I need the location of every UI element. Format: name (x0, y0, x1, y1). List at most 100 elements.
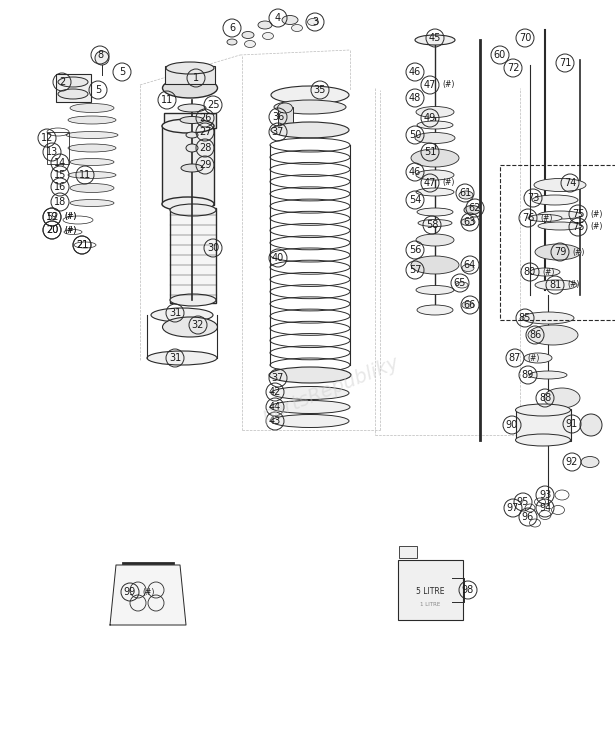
Text: 1: 1 (193, 73, 199, 83)
Ellipse shape (68, 144, 116, 152)
Text: 58: 58 (426, 220, 438, 230)
Ellipse shape (178, 104, 206, 112)
Bar (170, 208, 216, 302)
Ellipse shape (70, 183, 114, 193)
Ellipse shape (529, 371, 567, 379)
Ellipse shape (270, 401, 350, 414)
Text: 37: 37 (272, 127, 284, 137)
Ellipse shape (170, 294, 216, 306)
Text: 48: 48 (409, 93, 421, 103)
Ellipse shape (417, 208, 453, 216)
Text: 54: 54 (409, 195, 421, 205)
Ellipse shape (418, 220, 452, 226)
Text: 85: 85 (519, 313, 531, 323)
Ellipse shape (180, 117, 204, 123)
Ellipse shape (416, 286, 454, 295)
Text: 4: 4 (275, 13, 281, 23)
Text: (#): (#) (590, 223, 602, 232)
Text: 15: 15 (54, 170, 66, 180)
Ellipse shape (271, 387, 349, 399)
Ellipse shape (417, 121, 453, 129)
Ellipse shape (269, 367, 351, 383)
Bar (165, 66, 215, 84)
Text: 2: 2 (59, 77, 65, 87)
Text: 52: 52 (46, 212, 58, 222)
Ellipse shape (411, 149, 459, 167)
Ellipse shape (416, 188, 454, 196)
Text: 72: 72 (507, 63, 519, 73)
Text: 11: 11 (79, 170, 91, 180)
Ellipse shape (461, 219, 475, 226)
Text: 91: 91 (566, 419, 578, 429)
Text: 79: 79 (554, 247, 566, 257)
Ellipse shape (95, 51, 109, 65)
Bar (399, 546, 417, 558)
Text: 61: 61 (459, 188, 471, 198)
Ellipse shape (462, 265, 474, 271)
Text: (#): (#) (64, 226, 76, 235)
Ellipse shape (416, 170, 454, 180)
Text: 37: 37 (272, 373, 284, 383)
Ellipse shape (416, 234, 454, 246)
Ellipse shape (68, 116, 116, 124)
Ellipse shape (70, 159, 114, 165)
Ellipse shape (68, 171, 116, 178)
Ellipse shape (186, 144, 198, 152)
Text: (#): (#) (442, 178, 454, 187)
Ellipse shape (181, 164, 203, 172)
Text: 76: 76 (522, 213, 534, 223)
Ellipse shape (58, 89, 88, 99)
Ellipse shape (58, 77, 88, 87)
Ellipse shape (292, 25, 303, 32)
Ellipse shape (186, 132, 198, 138)
Ellipse shape (415, 132, 455, 144)
Bar (397, 560, 462, 620)
Text: 88: 88 (539, 393, 551, 403)
Ellipse shape (271, 86, 349, 104)
Text: 94: 94 (539, 503, 551, 513)
Ellipse shape (515, 404, 571, 416)
Ellipse shape (274, 100, 346, 114)
Text: (#): (#) (64, 226, 76, 235)
Text: (#): (#) (142, 587, 154, 596)
Bar (277, 107, 293, 129)
Text: 43: 43 (269, 416, 281, 426)
Ellipse shape (580, 414, 602, 436)
Text: 74: 74 (564, 178, 576, 188)
Text: (#): (#) (442, 80, 454, 89)
Text: (#): (#) (567, 280, 579, 290)
Ellipse shape (258, 21, 272, 29)
Bar (162, 125, 214, 205)
Ellipse shape (524, 353, 552, 363)
Text: 5: 5 (95, 85, 101, 95)
Text: 65: 65 (454, 278, 466, 288)
Ellipse shape (162, 78, 218, 98)
Ellipse shape (544, 388, 580, 408)
Text: 87: 87 (509, 353, 521, 363)
Text: 11: 11 (161, 95, 173, 105)
Text: 70: 70 (519, 33, 531, 43)
Text: 57: 57 (409, 265, 421, 275)
Text: 92: 92 (566, 457, 578, 467)
Ellipse shape (282, 16, 298, 25)
Ellipse shape (464, 205, 480, 214)
Text: 56: 56 (409, 245, 421, 255)
Ellipse shape (245, 41, 255, 47)
Ellipse shape (242, 32, 254, 38)
Text: 51: 51 (424, 147, 436, 157)
Text: 40: 40 (272, 253, 284, 263)
Text: 90: 90 (506, 420, 518, 430)
Bar (47, 132, 69, 164)
Text: 1 LITRE: 1 LITRE (420, 602, 440, 607)
Ellipse shape (538, 222, 582, 230)
Ellipse shape (528, 214, 562, 222)
Text: 25: 25 (207, 100, 220, 110)
Text: (#): (#) (64, 213, 76, 222)
Text: (#): (#) (590, 210, 602, 219)
Ellipse shape (538, 211, 582, 219)
Polygon shape (110, 565, 186, 625)
Text: 3: 3 (312, 17, 318, 27)
Ellipse shape (528, 325, 578, 345)
Ellipse shape (147, 351, 217, 365)
Text: 28: 28 (199, 143, 211, 153)
